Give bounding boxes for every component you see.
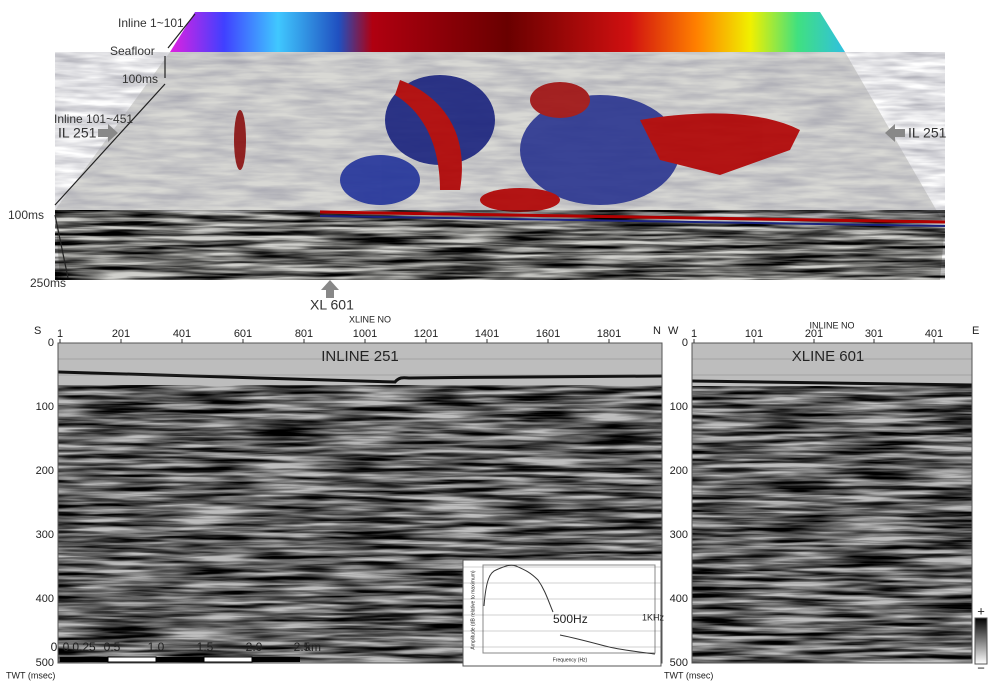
label: IL 251 [58,125,97,141]
label: IL 251 [908,125,947,141]
label: Seafloor [110,44,155,58]
horizon-texture [55,52,945,225]
label: 100ms [122,72,158,86]
y-tick-label: 400 [36,593,54,605]
x-tick-label: 1201 [414,328,438,340]
spectrum-axis: Frequency (Hz) [553,657,588,663]
x-tick-label: 201 [112,328,130,340]
scale-label: 0.5 [104,640,121,654]
seafloor-reflector [691,379,973,387]
axis-title: INLINE NO [809,320,854,330]
spectrum-label: 500Hz [553,612,588,626]
scale-label: 1.0 [148,640,165,654]
x-tick-label: 801 [295,328,313,340]
amplitude-anomalies [234,75,800,212]
y-tick-label: 400 [670,593,688,605]
xline-section: XLINE 601 INLINE NO W E TWT (msec) + − 0… [664,320,988,680]
direction: W [668,325,679,337]
axis-title: TWT (msec) [664,670,713,680]
front-texture [55,210,945,280]
arrows [98,124,905,298]
y-tick-label: 300 [670,529,688,541]
y-tick-label: 500 [670,657,688,669]
spectrum-label: 1KHz [642,612,665,622]
scale-bar [60,656,300,663]
colorbar [974,617,988,665]
x-tick-label: 1601 [536,328,560,340]
x-tick-label: 1801 [597,328,621,340]
x-tick-label: 101 [745,328,763,340]
spectrum-axis: Amplitude (dB relative to maximum) [470,570,476,650]
direction: E [972,325,979,337]
x-tick-label: 401 [173,328,191,340]
axis-title: TWT (msec) [6,670,55,680]
scale-label: 2.5 [294,640,311,654]
y-tick-label: 100 [670,401,688,413]
x-tick-label: 1001 [353,328,377,340]
y-tick-label: 300 [36,529,54,541]
scale-label: km [305,640,321,654]
label: Inline 101~451 [54,112,133,126]
x-tick-label: 1401 [475,328,499,340]
y-tick-label: 100 [36,401,54,413]
scale-label: 0.25 [72,640,96,654]
inline-section: INLINE 251 XLINE NO S N TWT (msec) 500Hz… [6,314,665,680]
y-tick-label: 200 [670,465,688,477]
direction: S [34,325,41,337]
colorbar-label: − [977,660,985,675]
x-tick-label: 201 [805,328,823,340]
label: XL 601 [310,297,354,313]
y-tick-label: 200 [36,465,54,477]
scale-label: 1.5 [197,640,214,654]
x-tick-label: 601 [234,328,252,340]
y-tick-label: 0 [48,337,54,349]
scale-label: 0 [51,640,58,654]
dimension-lines [54,13,196,279]
x-tick-label: 1 [691,328,697,340]
scale-label: 2.0 [246,640,263,654]
seafloor-reflector [57,370,663,384]
section-title: INLINE 251 [321,348,399,365]
reflector [319,215,946,227]
block-view: Inline 1~101 Seafloor 100ms Inline 101~4… [8,12,947,313]
direction: N [653,325,661,337]
seafloor-surface [170,12,845,52]
x-tick-label: 301 [865,328,883,340]
label: 100ms [8,208,44,222]
x-tick-label: 401 [925,328,943,340]
label: Inline 1~101 [118,16,184,30]
x-tick-label: 1 [57,328,63,340]
spectrum-inset: 500Hz 1KHz Frequency (Hz) Amplitude (dB … [462,559,665,667]
reflector [319,210,946,224]
section-texture [692,386,972,663]
section-title: XLINE 601 [792,348,865,365]
colorbar-label: + [977,603,985,618]
label: 250ms [30,276,66,290]
y-tick-label: 500 [36,657,54,669]
axis-title: XLINE NO [349,314,391,324]
y-tick-label: 0 [682,337,688,349]
scale-label: 0 [63,640,70,654]
